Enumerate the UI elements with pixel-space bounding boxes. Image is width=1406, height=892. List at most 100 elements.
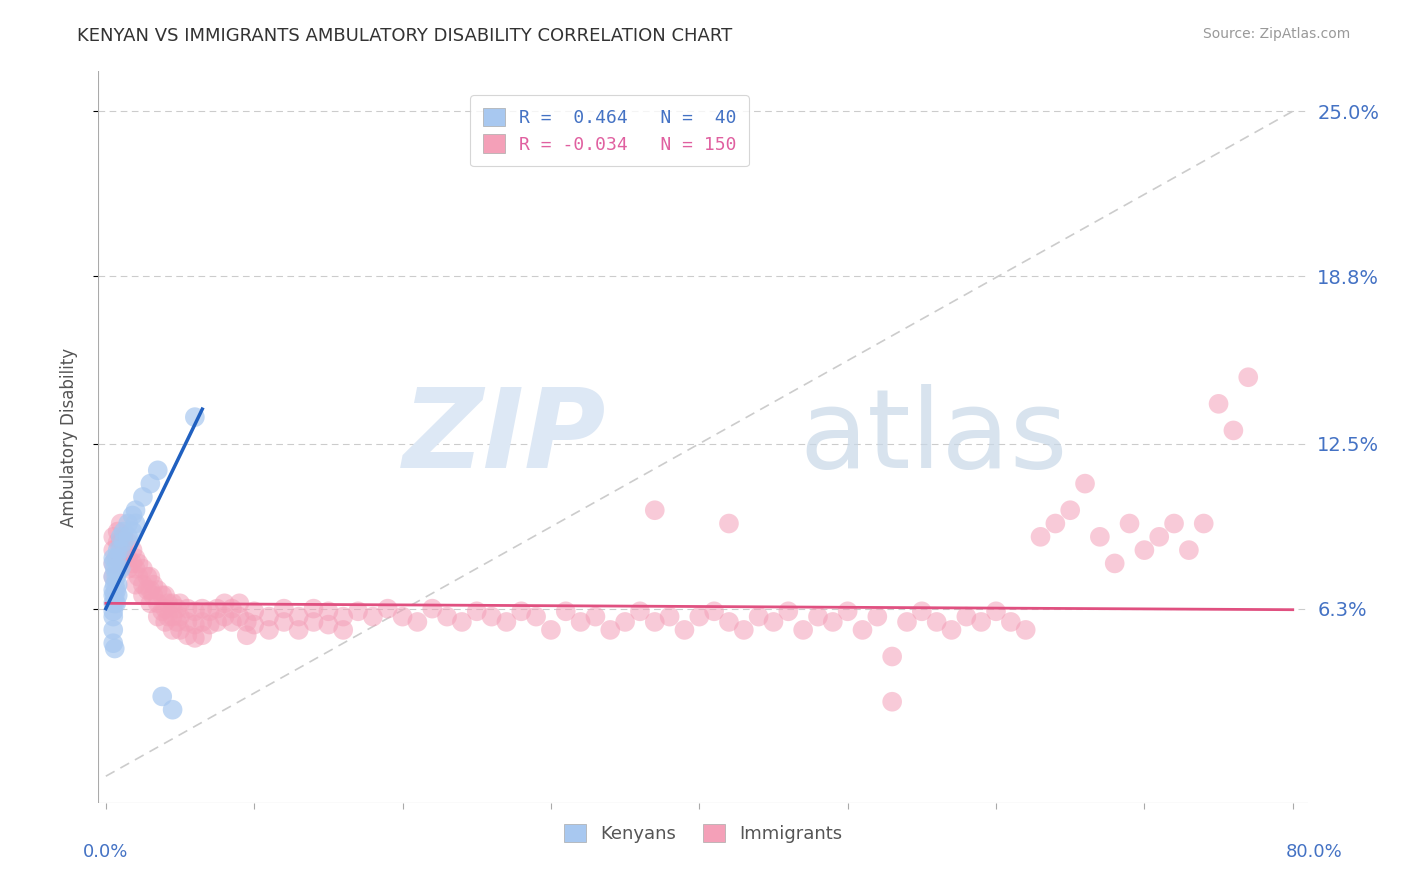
Point [332,623,354,637]
Point [107,543,129,558]
Point [451,615,474,629]
Point [614,615,637,629]
Point [112,530,135,544]
Point [105,551,128,566]
Point [146,463,169,477]
Point [205,615,228,629]
Point [377,601,399,615]
Point [524,609,547,624]
Text: atlas: atlas [800,384,1069,491]
Point [191,601,214,615]
Point [243,604,266,618]
Point [941,623,963,637]
Point [107,535,129,549]
Point [1133,543,1156,558]
Point [132,577,155,591]
Point [127,570,149,584]
Point [673,623,696,637]
Point [176,628,198,642]
Point [162,609,184,624]
Point [257,623,280,637]
Point [1163,516,1185,531]
Point [146,596,169,610]
Point [103,604,125,618]
Point [221,601,243,615]
Point [124,551,146,566]
Point [117,530,139,544]
Point [150,588,173,602]
Point [117,551,139,566]
Point [273,601,295,615]
Point [124,503,146,517]
Point [139,476,162,491]
Point [146,609,169,624]
Point [762,615,785,629]
Point [142,577,165,591]
Point [103,636,125,650]
Point [117,535,139,549]
Point [792,623,814,637]
Point [569,615,592,629]
Text: Source: ZipAtlas.com: Source: ZipAtlas.com [1202,27,1350,41]
Point [347,604,370,618]
Point [748,609,770,624]
Point [1059,503,1081,517]
Point [228,596,250,610]
Point [176,601,198,615]
Point [1192,516,1215,531]
Point [105,570,128,584]
Point [103,543,125,558]
Point [184,631,207,645]
Point [105,596,128,610]
Point [110,562,132,576]
Point [1147,530,1170,544]
Point [214,609,236,624]
Point [1237,370,1260,384]
Point [132,588,155,602]
Point [150,604,173,618]
Point [107,577,129,591]
Point [228,609,250,624]
Point [644,503,666,517]
Point [166,601,188,615]
Point [112,524,135,539]
Point [127,557,149,571]
Point [583,609,606,624]
Text: KENYAN VS IMMIGRANTS AMBULATORY DISABILITY CORRELATION CHART: KENYAN VS IMMIGRANTS AMBULATORY DISABILI… [77,27,733,45]
Point [103,588,125,602]
Point [882,649,904,664]
Point [169,609,191,624]
Point [1029,530,1052,544]
Point [112,535,135,549]
Point [882,695,904,709]
Point [644,615,666,629]
Point [221,615,243,629]
Point [139,596,162,610]
Point [121,524,143,539]
Point [628,604,651,618]
Point [257,609,280,624]
Point [599,623,621,637]
Point [142,588,165,602]
Point [318,604,340,618]
Point [112,543,135,558]
Point [955,609,977,624]
Point [1208,397,1230,411]
Point [481,609,503,624]
Legend: Kenyans, Immigrants: Kenyans, Immigrants [555,815,851,852]
Point [146,582,169,597]
Point [436,609,458,624]
Text: 0.0%: 0.0% [83,843,128,861]
Point [103,530,125,544]
Point [1015,623,1038,637]
Point [236,615,259,629]
Point [1000,615,1022,629]
Point [136,582,159,597]
Point [169,596,191,610]
Point [540,623,562,637]
Point [104,577,127,591]
Point [184,604,207,618]
Point [153,588,176,602]
Point [554,604,576,618]
Point [406,615,429,629]
